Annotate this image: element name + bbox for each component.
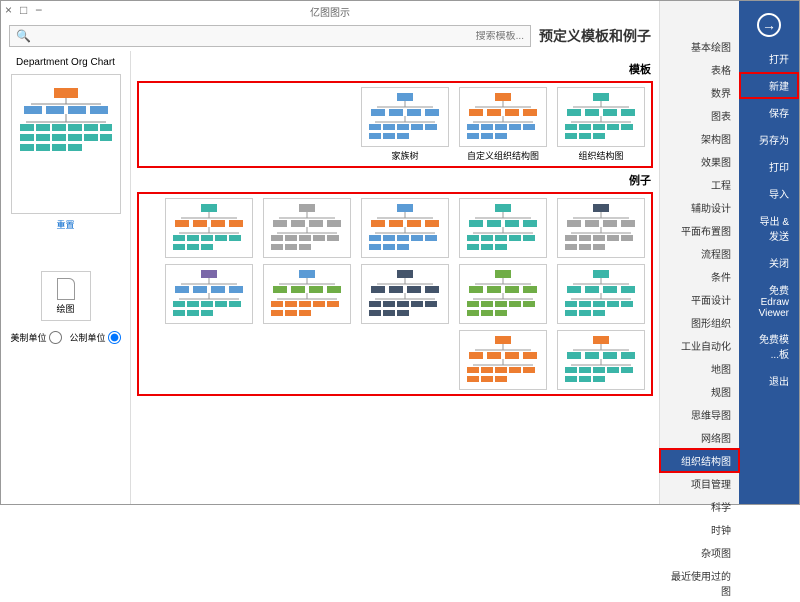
example-thumb	[361, 264, 449, 324]
metric-radio[interactable]: 公制单位	[70, 331, 121, 344]
template-label: 家族树	[392, 149, 419, 162]
template-item[interactable]: 自定义组织结构图	[457, 87, 549, 162]
filemenu-item[interactable]: 导入	[739, 180, 799, 207]
template-label: 自定义组织结构图	[467, 149, 539, 162]
category-item[interactable]: 规图	[660, 380, 739, 403]
examples-grid	[137, 192, 653, 396]
template-thumb	[361, 87, 449, 147]
preview-thumbnail[interactable]	[11, 74, 121, 214]
template-item[interactable]: 组织结构图	[555, 87, 647, 162]
back-arrow-icon[interactable]: →	[757, 13, 781, 37]
example-thumb	[459, 330, 547, 390]
example-item[interactable]	[457, 264, 549, 324]
example-thumb	[263, 198, 351, 258]
header-row: 预定义模板和例子 🔍	[1, 21, 659, 51]
page-title: 预定义模板和例子	[539, 26, 651, 46]
search-input[interactable]	[35, 31, 524, 42]
filemenu-item[interactable]: 打开	[739, 45, 799, 72]
example-item[interactable]	[261, 264, 353, 324]
category-item[interactable]: 组织结构图	[660, 449, 739, 472]
example-item[interactable]	[359, 198, 451, 258]
category-item[interactable]: 平面布置图	[660, 219, 739, 242]
example-thumb	[165, 264, 253, 324]
close-icon[interactable]: ×	[5, 3, 12, 17]
category-item[interactable]: 工程	[660, 173, 739, 196]
window-title: 亿图图示	[310, 4, 350, 19]
filemenu-item[interactable]: 另存为	[739, 126, 799, 153]
window-controls: × □ −	[5, 3, 42, 17]
category-item[interactable]: 流程图	[660, 242, 739, 265]
category-item[interactable]: 表格	[660, 58, 739, 81]
search-icon[interactable]: 🔍	[16, 29, 31, 43]
example-item[interactable]	[555, 330, 647, 390]
blank-drawing-button[interactable]: 绘图	[41, 271, 91, 321]
example-thumb	[361, 198, 449, 258]
titlebar: × □ − 亿图图示	[1, 1, 659, 21]
category-item[interactable]: 时钟	[660, 518, 739, 541]
template-item[interactable]: 家族树	[359, 87, 451, 162]
category-panel: 基本绘图表格数界图表架构图效果图工程辅助设计平面布置图流程图条件平面设计图形组织…	[659, 1, 739, 504]
example-item[interactable]	[555, 264, 647, 324]
example-thumb	[557, 198, 645, 258]
example-item[interactable]	[359, 264, 451, 324]
category-item[interactable]: 地图	[660, 357, 739, 380]
category-item[interactable]: 图形组织	[660, 311, 739, 334]
example-item[interactable]	[261, 198, 353, 258]
templates-section-title: 模板	[137, 57, 653, 81]
templates-grid: 组织结构图 自定义组织结构图 家族树	[137, 81, 653, 168]
example-thumb	[263, 264, 351, 324]
filemenu-item[interactable]: 关闭	[739, 249, 799, 276]
category-item[interactable]: 思维导图	[660, 403, 739, 426]
example-thumb	[165, 198, 253, 258]
example-thumb	[459, 198, 547, 258]
category-item[interactable]: 条件	[660, 265, 739, 288]
page-icon	[57, 278, 75, 300]
example-thumb	[557, 330, 645, 390]
filemenu-item[interactable]: 保存	[739, 99, 799, 126]
example-item[interactable]	[457, 198, 549, 258]
category-item[interactable]: 数界	[660, 81, 739, 104]
maximize-icon[interactable]: □	[20, 3, 27, 17]
reset-link[interactable]: 重置	[57, 218, 75, 231]
filemenu-item[interactable]: 退出	[739, 367, 799, 394]
example-item[interactable]	[163, 198, 255, 258]
category-item[interactable]: 平面设计	[660, 288, 739, 311]
file-menu-panel: → 打开新建保存另存为打印导入导出 & 发送关闭免费 Edraw Viewer免…	[739, 1, 799, 504]
template-thumb	[459, 87, 547, 147]
imperial-radio[interactable]: 美制单位	[10, 331, 61, 344]
category-item[interactable]: 图表	[660, 104, 739, 127]
category-item[interactable]: 杂项图	[660, 541, 739, 564]
blank-label: 绘图	[57, 302, 75, 315]
category-item[interactable]: 项目管理	[660, 472, 739, 495]
preview-panel: Department Org Chart	[1, 51, 131, 504]
category-item[interactable]: 基本绘图	[660, 35, 739, 58]
category-item[interactable]: 网络图	[660, 426, 739, 449]
example-thumb	[557, 264, 645, 324]
examples-section-title: 例子	[137, 168, 653, 192]
filemenu-item[interactable]: 导出 & 发送	[739, 207, 799, 249]
filemenu-item[interactable]: 新建	[739, 72, 799, 99]
example-item[interactable]	[457, 330, 549, 390]
template-gallery: 模板 组织结构图 自定义组织结构图	[131, 51, 659, 504]
minimize-icon[interactable]: −	[35, 3, 42, 17]
category-item[interactable]: 工业自动化	[660, 334, 739, 357]
category-item[interactable]: 辅助设计	[660, 196, 739, 219]
category-item[interactable]: 效果图	[660, 150, 739, 173]
filemenu-item[interactable]: 打印	[739, 153, 799, 180]
main-area: × □ − 亿图图示 预定义模板和例子 🔍 模板	[1, 1, 659, 504]
search-box[interactable]: 🔍	[9, 25, 531, 47]
filemenu-item[interactable]: 免费模板...	[739, 325, 799, 367]
filemenu-item[interactable]: 免费 Edraw Viewer	[739, 276, 799, 325]
example-thumb	[459, 264, 547, 324]
example-item[interactable]	[555, 198, 647, 258]
example-item[interactable]	[163, 264, 255, 324]
template-thumb	[557, 87, 645, 147]
unit-radios: 公制单位 美制单位	[10, 331, 120, 344]
category-item[interactable]: 架构图	[660, 127, 739, 150]
category-item[interactable]: 最近使用过的图	[660, 564, 739, 602]
template-label: 组织结构图	[579, 149, 624, 162]
category-item[interactable]: 科学	[660, 495, 739, 518]
preview-title: Department Org Chart	[16, 57, 115, 68]
